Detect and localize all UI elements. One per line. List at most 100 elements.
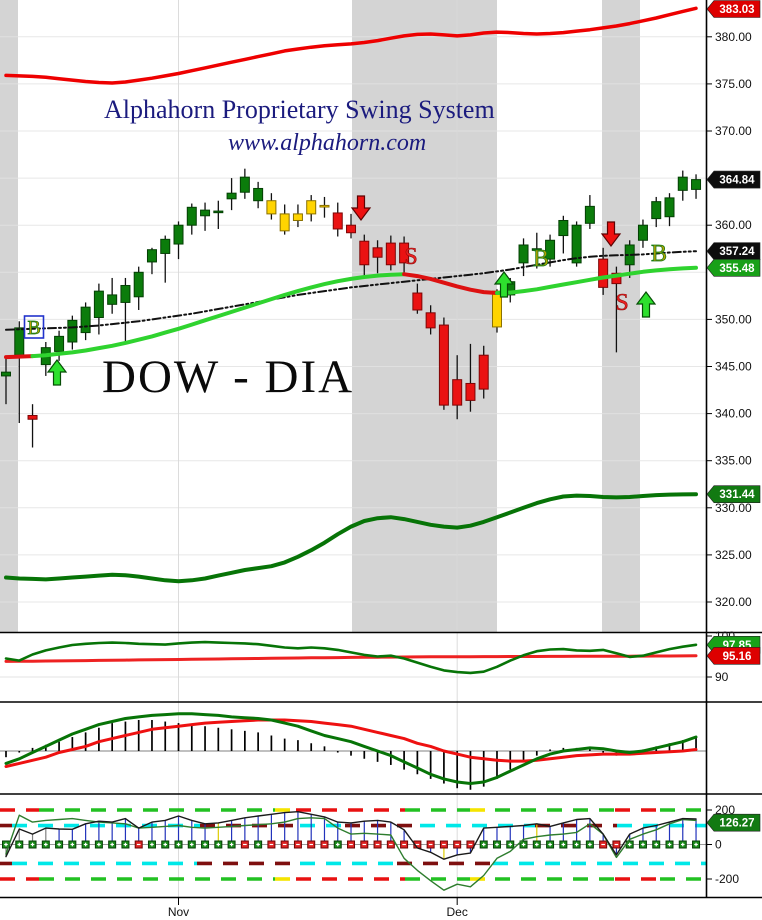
mid-dotted-line — [5, 250, 697, 331]
axis-tick-label: 360.00 — [715, 218, 752, 232]
axis-tick-label: 335.00 — [715, 454, 752, 468]
candle-body — [531, 248, 542, 251]
price-badge-text: 355.48 — [719, 263, 755, 275]
candle-body — [226, 192, 237, 200]
candle-body — [279, 213, 290, 232]
swing-ma-red — [402, 272, 499, 295]
price-badge-text: 364.84 — [719, 175, 755, 187]
candle-body — [332, 212, 343, 230]
candle-body — [518, 244, 529, 264]
price-badge-text: 126.27 — [719, 818, 754, 830]
candle-body — [266, 200, 277, 215]
candle-body — [545, 239, 556, 260]
gridlines — [0, 0, 706, 897]
axis-tick-label: 325.00 — [715, 548, 752, 562]
axes — [0, 0, 762, 899]
price-badge — [706, 0, 761, 18]
axis-tick-label: 380.00 — [715, 30, 752, 44]
axis-tick-label: 330.00 — [715, 501, 752, 515]
swing-ma-red — [4, 354, 35, 360]
price-badge-text: 331.44 — [719, 489, 755, 501]
time-axis: Nov Dec — [168, 897, 468, 919]
axis-tick-label: -200 — [715, 872, 739, 886]
candle-body — [425, 312, 436, 329]
candle-body — [107, 294, 118, 305]
price-badge-text: 357.24 — [719, 246, 755, 258]
candle-body — [478, 354, 489, 390]
buy-arrow-icon — [635, 291, 657, 318]
price-badge — [706, 170, 761, 189]
price-axis-labels: 380.00 375.00 370.00 360.00 350.00 345.00 340.… — [706, 30, 752, 886]
candle-body — [1, 371, 11, 377]
candle-body — [173, 224, 184, 245]
price-badge — [706, 813, 761, 832]
axis-tick-label: 350.00 — [715, 312, 752, 326]
price-badge-text: 383.03 — [719, 4, 754, 16]
candle-body — [213, 210, 224, 214]
candle-body — [14, 327, 25, 356]
candle-body — [584, 205, 595, 224]
candle-body — [465, 382, 476, 401]
candle-body — [146, 249, 157, 263]
macd-panel — [4, 712, 698, 790]
buy-arrow-icon — [46, 359, 68, 386]
price-badge — [706, 647, 761, 665]
candle-body — [611, 272, 622, 285]
axis-tick-label: 0 — [715, 838, 722, 852]
buy-box-icon — [23, 315, 45, 339]
swing-ma-green — [30, 272, 407, 359]
candle-body — [80, 306, 91, 334]
candle-body — [598, 258, 609, 288]
buy-letter: B — [533, 246, 549, 272]
price-badge — [706, 258, 761, 277]
axis-tick-label: 90 — [715, 670, 729, 684]
axis-tick-label: 340.00 — [715, 407, 752, 421]
swing-ma-green — [495, 265, 698, 295]
candle-body — [319, 204, 330, 208]
sell-arrow-icon — [600, 221, 622, 247]
candle-body — [160, 238, 171, 254]
axis-tick-label: 320.00 — [715, 595, 752, 609]
axis-tick-label: 370.00 — [715, 124, 752, 138]
price-badge-text: 95.16 — [723, 651, 752, 663]
candle-body — [372, 247, 383, 258]
sell-letter: S — [404, 244, 417, 270]
candle-body — [346, 224, 357, 234]
buy-letter: B — [27, 317, 40, 339]
candle-body — [306, 200, 317, 215]
candle-body — [133, 271, 144, 298]
candle-body — [452, 379, 463, 406]
candle-body — [558, 219, 569, 237]
candle-body — [691, 179, 702, 190]
sell-letter: S — [615, 290, 628, 316]
axis-tick-label: 345.00 — [715, 360, 752, 374]
price-badge — [706, 242, 761, 260]
candle-body — [664, 197, 675, 218]
candle-body — [27, 414, 38, 420]
value-badges: 383.03364.84357.24355.48331.4497.8595.16… — [706, 0, 761, 832]
candle-body — [571, 224, 582, 264]
candle-body — [67, 319, 78, 343]
candles-layer — [1, 168, 702, 448]
month-label: Dec — [447, 905, 468, 919]
candle-body — [200, 209, 211, 217]
signal-markers: BS BSB — [23, 195, 667, 386]
candle-body — [93, 290, 104, 319]
candle-body — [253, 187, 264, 202]
candle-body — [677, 176, 688, 191]
axis-tick-label: 200 — [715, 803, 735, 817]
swing-panel — [0, 808, 706, 891]
price-badge — [706, 485, 761, 504]
candle-body — [438, 324, 449, 406]
candle-body — [120, 284, 131, 303]
candle-body — [54, 335, 65, 352]
candle-body — [186, 206, 197, 226]
candle-body — [292, 213, 303, 221]
price-overlays — [4, 6, 698, 584]
candle-body — [651, 201, 662, 220]
sell-arrow-icon — [350, 195, 372, 221]
candle-body — [412, 292, 423, 311]
buy-letter: B — [651, 241, 667, 267]
